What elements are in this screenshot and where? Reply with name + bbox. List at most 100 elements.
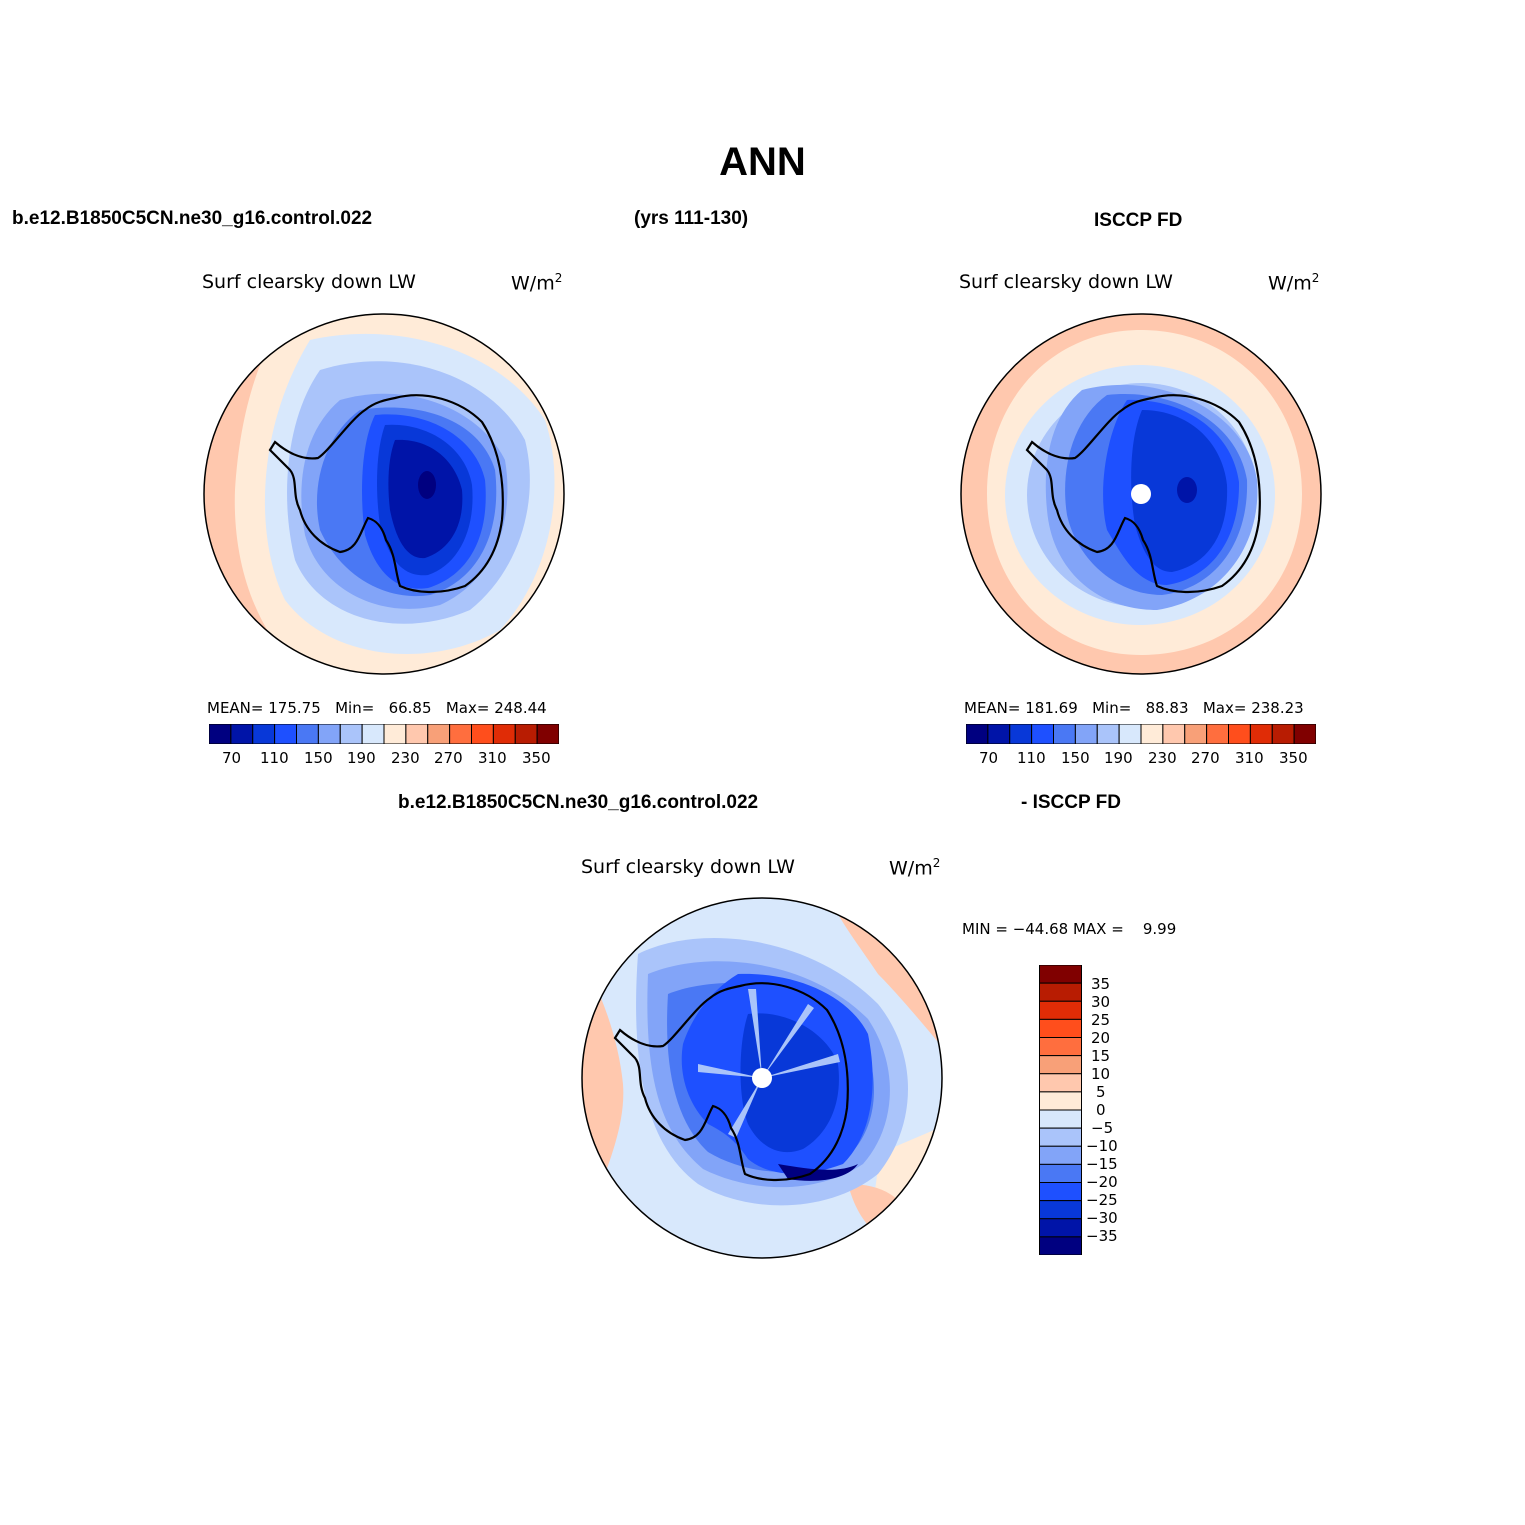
diff-colorbar-swatch <box>1039 1182 1082 1202</box>
model-colorbar-swatch <box>361 723 385 745</box>
diff-tick: 20 <box>1091 1029 1111 1047</box>
diff-tick: −15 <box>1086 1155 1118 1173</box>
model-panel-units: W/m2 <box>511 271 563 295</box>
model-colorbar-swatch <box>339 723 363 745</box>
diff-colorbar-swatch <box>1039 1127 1082 1147</box>
obs-colorbar-swatch <box>1118 723 1142 745</box>
diff-polar-map <box>581 897 943 1259</box>
diff-tick: −5 <box>1091 1119 1114 1137</box>
model-colorbar-swatch <box>405 723 429 745</box>
obs-tick: 110 <box>1017 749 1046 767</box>
main-title: ANN <box>719 140 806 184</box>
diff-tick: −25 <box>1086 1191 1118 1209</box>
model-colorbar-swatch <box>514 723 538 745</box>
diff-tick: 35 <box>1091 975 1111 993</box>
obs-colorbar-swatch <box>1096 723 1120 745</box>
diff-colorbar-swatch <box>1039 1091 1082 1111</box>
model-colorbar-swatch <box>383 723 407 745</box>
obs-colorbar-swatch <box>1009 723 1033 745</box>
obs-polar-map <box>960 313 1322 675</box>
obs-colorbar-swatch <box>965 723 989 745</box>
obs-colorbar-swatch <box>1293 723 1317 745</box>
model-tick: 310 <box>478 749 507 767</box>
model-colorbar-swatch <box>252 723 276 745</box>
model-colorbar-swatch <box>449 723 473 745</box>
obs-name-header: ISCCP FD <box>1094 210 1183 231</box>
obs-stats: MEAN= 181.69 Min= 88.83 Max= 238.23 <box>964 699 1304 717</box>
diff-tick: 5 <box>1096 1083 1106 1101</box>
diff-tick: 25 <box>1091 1011 1111 1029</box>
diff-minmax: MIN = −44.68 MAX = 9.99 <box>962 920 1177 938</box>
diff-colorbar-swatch <box>1039 1073 1082 1093</box>
obs-colorbar-swatch <box>1206 723 1230 745</box>
obs-colorbar-swatch <box>1228 723 1251 745</box>
diff-colorbar-swatch <box>1039 1145 1082 1165</box>
diff-tick: 10 <box>1091 1065 1111 1083</box>
diff-panel-units: W/m2 <box>889 856 941 880</box>
obs-colorbar-swatch <box>987 723 1011 745</box>
diff-colorbar-swatch <box>1039 1000 1082 1020</box>
diff-colorbar-swatch <box>1039 1055 1082 1075</box>
model-stats: MEAN= 175.75 Min= 66.85 Max= 248.44 <box>207 699 547 717</box>
diff-panel-title: Surf clearsky down LW <box>581 856 795 878</box>
model-polar-map <box>203 313 565 675</box>
model-tick: 70 <box>222 749 242 767</box>
diff-tick: 30 <box>1091 993 1111 1011</box>
years-header: (yrs 111-130) <box>634 208 749 229</box>
model-colorbar-swatch <box>427 723 451 745</box>
diff-colorbar-swatch <box>1039 1200 1082 1220</box>
model-colorbar <box>208 723 560 749</box>
diff-colorbar-swatch <box>1039 1236 1082 1256</box>
diff-colorbar-swatch <box>1039 1018 1082 1039</box>
model-panel-title: Surf clearsky down LW <box>202 271 416 293</box>
model-colorbar-swatch <box>317 723 341 745</box>
model-colorbar-swatch <box>230 723 254 745</box>
diff-header-right: - ISCCP FD <box>1021 792 1121 813</box>
diff-colorbar <box>1039 964 1082 1260</box>
model-tick: 150 <box>304 749 333 767</box>
diff-colorbar-swatch <box>1039 964 1082 984</box>
diff-header-left: b.e12.B1850C5CN.ne30_g16.control.022 <box>398 792 759 813</box>
obs-colorbar-swatch <box>1031 723 1055 745</box>
obs-colorbar-swatch <box>1053 723 1076 745</box>
obs-colorbar-swatch <box>1184 723 1208 745</box>
model-colorbar-swatch <box>274 723 298 745</box>
diff-tick: −20 <box>1086 1173 1118 1191</box>
diff-colorbar-swatch <box>1039 1109 1082 1129</box>
obs-tick: 190 <box>1104 749 1133 767</box>
diff-tick: 15 <box>1091 1047 1111 1065</box>
obs-tick: 150 <box>1061 749 1090 767</box>
obs-colorbar-swatch <box>1162 723 1186 745</box>
obs-tick: 270 <box>1191 749 1220 767</box>
diff-tick: 0 <box>1096 1101 1106 1119</box>
obs-colorbar-swatch <box>1249 723 1273 745</box>
case-name-header: b.e12.B1850C5CN.ne30_g16.control.022 <box>12 208 373 229</box>
obs-tick: 70 <box>979 749 999 767</box>
model-tick: 350 <box>522 749 551 767</box>
diff-colorbar-swatch <box>1039 1218 1082 1238</box>
model-colorbar-swatch <box>492 723 516 745</box>
obs-panel-units: W/m2 <box>1268 271 1320 295</box>
model-tick: 230 <box>391 749 420 767</box>
diff-tick: −10 <box>1086 1137 1118 1155</box>
diff-colorbar-swatch <box>1039 1037 1082 1057</box>
model-tick: 190 <box>347 749 376 767</box>
obs-tick: 310 <box>1235 749 1264 767</box>
model-tick: 270 <box>434 749 463 767</box>
diff-tick: −35 <box>1086 1227 1118 1245</box>
model-colorbar-swatch <box>296 723 319 745</box>
model-tick: 110 <box>260 749 289 767</box>
obs-colorbar-swatch <box>1271 723 1295 745</box>
model-colorbar-swatch <box>208 723 232 745</box>
obs-tick: 230 <box>1148 749 1177 767</box>
obs-colorbar-swatch <box>1140 723 1164 745</box>
obs-colorbar-swatch <box>1074 723 1098 745</box>
obs-colorbar <box>965 723 1317 749</box>
diff-tick: −30 <box>1086 1209 1118 1227</box>
obs-tick: 350 <box>1279 749 1308 767</box>
diff-colorbar-swatch <box>1039 1163 1082 1184</box>
obs-panel-title: Surf clearsky down LW <box>959 271 1173 293</box>
model-colorbar-swatch <box>471 723 494 745</box>
model-colorbar-swatch <box>536 723 560 745</box>
diff-colorbar-swatch <box>1039 982 1082 1002</box>
